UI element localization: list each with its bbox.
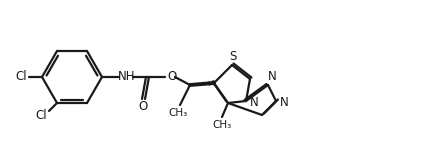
Text: Cl: Cl bbox=[15, 69, 27, 83]
Text: N: N bbox=[250, 97, 258, 110]
Text: CH₃: CH₃ bbox=[212, 120, 232, 130]
Text: S: S bbox=[229, 49, 237, 62]
Text: NH: NH bbox=[118, 69, 136, 83]
Text: N: N bbox=[280, 97, 288, 110]
Text: CH₃: CH₃ bbox=[168, 108, 188, 118]
Text: O: O bbox=[168, 69, 177, 83]
Text: N: N bbox=[268, 69, 276, 83]
Text: O: O bbox=[138, 100, 148, 114]
Text: Cl: Cl bbox=[35, 110, 47, 122]
